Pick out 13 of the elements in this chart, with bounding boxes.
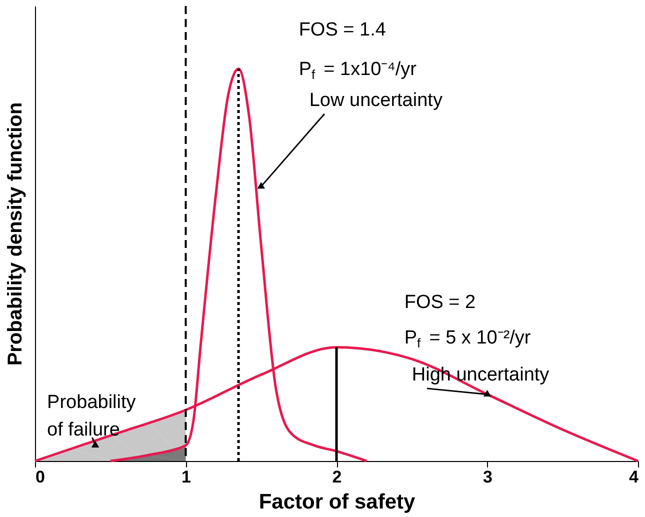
x-tick-label: 4: [629, 468, 640, 486]
annotation: Low uncertainty: [309, 90, 443, 112]
text: FOS = 1.4: [298, 20, 386, 41]
annotation: of failure: [47, 420, 120, 441]
annotation: FOS = 2: [404, 292, 476, 314]
x-axis-title: Factor of safety: [258, 490, 416, 514]
annotation: High uncertainty: [412, 364, 550, 386]
x-tick-label: 1: [182, 468, 191, 486]
y-axis-title: Probability density function: [4, 102, 26, 366]
x-tick-label: 0: [36, 468, 45, 486]
x-tick-label: 3: [483, 468, 492, 486]
annotation: Probability: [47, 392, 136, 414]
x-tick-label: 2: [332, 468, 342, 486]
